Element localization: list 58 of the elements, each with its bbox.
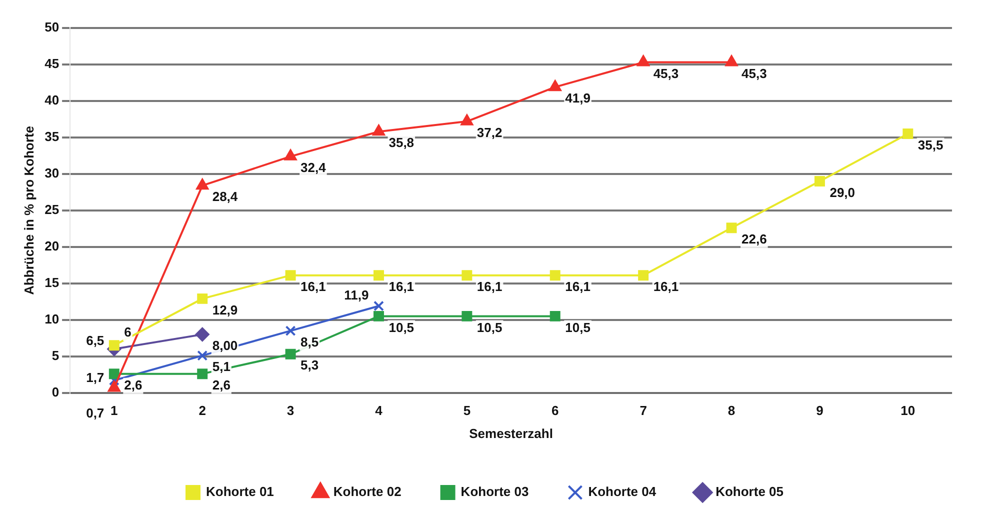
y-tick-label: 20 bbox=[44, 238, 60, 254]
data-label: 10,5 bbox=[565, 320, 590, 335]
legend-label: Kohorte 05 bbox=[716, 484, 784, 500]
legend-label: Kohorte 03 bbox=[460, 484, 529, 500]
data-label: 28,4 bbox=[212, 189, 238, 204]
y-tick-label: 10 bbox=[44, 311, 60, 326]
data-label: 6,5 bbox=[86, 332, 104, 348]
data-label: 16,1 bbox=[476, 278, 502, 294]
data-label: 6 bbox=[124, 324, 132, 340]
y-tick-label: 35 bbox=[44, 129, 60, 144]
data-label: 29,0 bbox=[830, 184, 856, 200]
y-tick-label: 0 bbox=[52, 384, 60, 400]
data-label: 5,3 bbox=[300, 358, 319, 373]
x-tick-label: 3 bbox=[286, 403, 294, 418]
data-label: 2,6 bbox=[212, 377, 230, 392]
data-label: 16,1 bbox=[388, 278, 414, 294]
data-label: 0,7 bbox=[86, 405, 104, 420]
y-tick-label: 30 bbox=[44, 166, 60, 180]
data-label: 45,3 bbox=[742, 66, 767, 81]
data-label: 8,00 bbox=[212, 338, 238, 354]
y-tick-label: 15 bbox=[44, 274, 60, 290]
data-label: 22,6 bbox=[742, 231, 767, 246]
data-label: 16,1 bbox=[300, 278, 326, 294]
data-label: 10,5 bbox=[476, 320, 502, 335]
y-tick-label: 25 bbox=[44, 202, 60, 217]
y-tick-label: 50 bbox=[44, 20, 60, 35]
x-tick-label: 6 bbox=[552, 403, 559, 418]
data-label: 37,2 bbox=[476, 124, 502, 140]
x-axis-title: Semesterzahl bbox=[469, 426, 553, 441]
data-label: 8,5 bbox=[300, 334, 319, 350]
x-tick-label: 2 bbox=[198, 403, 206, 418]
data-label: 2,6 bbox=[124, 377, 142, 392]
x-tick-label: 9 bbox=[816, 403, 824, 418]
x-tick-label: 5 bbox=[463, 403, 471, 418]
y-tick-label: 40 bbox=[44, 92, 60, 108]
legend-label: Kohorte 02 bbox=[333, 484, 402, 500]
data-label: 41,9 bbox=[565, 90, 590, 106]
x-tick-label: 4 bbox=[375, 403, 384, 418]
y-tick-label: 5 bbox=[52, 348, 60, 363]
x-tick-label: 10 bbox=[900, 403, 916, 418]
data-label: 10,5 bbox=[388, 320, 414, 335]
data-label: 12,9 bbox=[212, 302, 238, 318]
legend-label: Kohorte 04 bbox=[588, 484, 657, 500]
data-label: 45,3 bbox=[653, 66, 679, 81]
x-tick-label: 8 bbox=[728, 403, 736, 418]
data-label: 16,1 bbox=[653, 278, 679, 294]
x-tick-label: 7 bbox=[640, 403, 647, 418]
data-label: 35,8 bbox=[388, 135, 414, 150]
data-label: 11,9 bbox=[344, 288, 369, 303]
data-label: 32,4 bbox=[300, 160, 327, 175]
y-tick-label: 45 bbox=[44, 56, 60, 72]
data-label: 5,1 bbox=[212, 359, 230, 374]
data-label: 35,5 bbox=[918, 137, 944, 152]
legend-label: Kohorte 01 bbox=[206, 484, 274, 500]
x-tick-label: 1 bbox=[110, 403, 118, 418]
y-axis-title: Abbrüche in % pro Kohorte bbox=[21, 126, 36, 295]
data-label: 1,7 bbox=[86, 370, 104, 385]
data-label: 16,1 bbox=[565, 278, 590, 294]
